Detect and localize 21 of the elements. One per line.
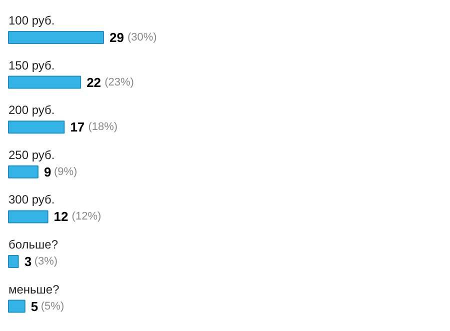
y-tick-label: 150 руб.: [8, 58, 55, 72]
bar: [8, 165, 38, 178]
data-label: 17 (18%): [70, 120, 118, 135]
y-tick-label: 100 руб.: [8, 14, 55, 28]
data-label: 9 (9%): [44, 164, 78, 180]
y-tick-label: меньше?: [8, 282, 60, 296]
data-label: 3 (3%): [24, 254, 58, 269]
bar: [8, 31, 104, 44]
y-tick-label: 200 руб.: [8, 103, 55, 118]
bar: [8, 300, 26, 313]
data-label: 12 (12%): [54, 209, 102, 224]
y-tick-label: 250 руб.: [8, 148, 55, 162]
bar: [8, 210, 48, 224]
data-label: 5 (5%): [30, 298, 64, 314]
y-tick-label: 300 руб.: [8, 192, 55, 207]
data-label: 29 (30%): [110, 30, 157, 45]
bar: [8, 76, 82, 89]
bar: [8, 255, 19, 268]
bar: [8, 120, 65, 134]
data-label: 22 (23%): [86, 74, 134, 90]
y-tick-label: больше?: [8, 238, 58, 252]
